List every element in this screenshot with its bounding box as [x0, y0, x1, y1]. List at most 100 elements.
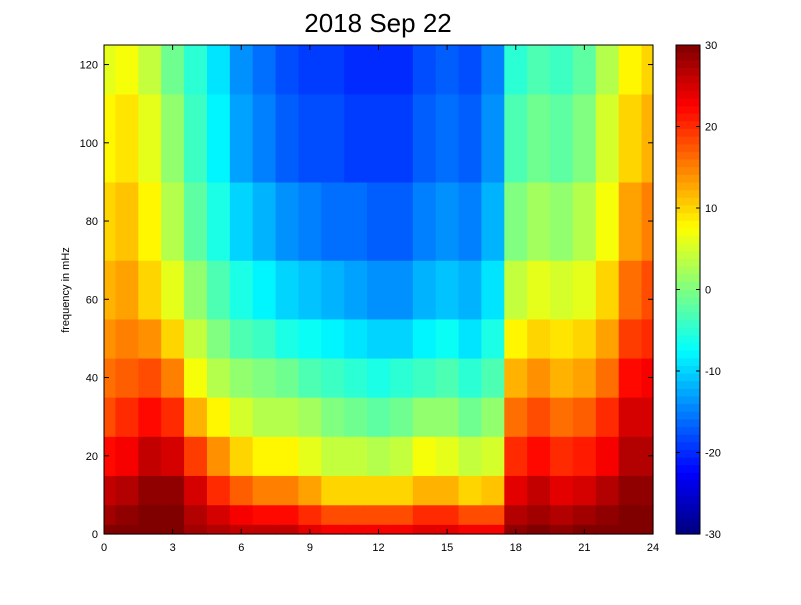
y-tick-label: 80 [86, 216, 98, 228]
heatmap-cell [595, 436, 620, 476]
heatmap-cell [595, 397, 620, 437]
colorbar-swatch [676, 495, 700, 505]
heatmap-cell [229, 436, 254, 476]
colorbar-swatch [676, 304, 700, 314]
colorbar-swatch [676, 220, 700, 229]
heatmap-cell [504, 397, 528, 437]
heatmap-cell [367, 260, 391, 320]
heatmap-cell [275, 504, 300, 525]
heatmap-cell [206, 436, 231, 476]
heatmap-cell [275, 45, 300, 95]
heatmap-cell [435, 260, 460, 320]
heatmap-cell [252, 45, 277, 95]
heatmap-cell [321, 436, 345, 476]
heatmap-cell [504, 45, 528, 95]
heatmap-cell [572, 504, 597, 525]
heatmap-cell [572, 436, 597, 476]
colorbar-tick-label: 0 [705, 285, 711, 297]
colorbar-swatch [676, 358, 700, 367]
heatmap-cell [184, 397, 208, 437]
heatmap-cell [641, 475, 654, 506]
heatmap-cell [344, 93, 368, 183]
heatmap-cell [550, 436, 574, 476]
heatmap-cell [229, 475, 254, 506]
x-tick-label: 18 [510, 542, 522, 554]
heatmap-cell [275, 436, 300, 476]
x-tick-label: 6 [238, 542, 244, 554]
heatmap-cell [104, 45, 117, 95]
heatmap-cell [527, 357, 551, 398]
heatmap-cell [550, 318, 574, 359]
colorbar-swatch [676, 427, 700, 436]
heatmap-cell [344, 318, 368, 359]
heatmap-cell [115, 436, 139, 476]
heatmap-cell [206, 318, 231, 359]
heatmap-cell [595, 504, 620, 525]
heatmap-cell [412, 436, 437, 476]
colorbar-swatch [676, 205, 700, 214]
heatmap-cell [595, 475, 620, 506]
heatmap-cell [481, 260, 505, 320]
colorbar-swatch [676, 60, 700, 69]
heatmap-cell [435, 357, 460, 398]
heatmap-cell [138, 93, 162, 183]
heatmap-cell [321, 475, 345, 506]
heatmap-cell [367, 397, 391, 437]
heatmap-cell [206, 93, 231, 183]
heatmap-cell [481, 45, 505, 95]
colorbar-swatch [676, 434, 700, 443]
heatmap-cell [458, 504, 483, 525]
heatmap-cell [595, 357, 620, 398]
heatmap-cell [389, 260, 414, 320]
x-tick-label: 9 [307, 542, 313, 554]
heatmap-cell [367, 93, 391, 183]
colorbar-swatch [676, 274, 700, 283]
heatmap-cell [104, 93, 117, 183]
heatmap-cell [641, 397, 654, 437]
colorbar-tick-label: 20 [705, 122, 717, 134]
heatmap-cell [389, 318, 414, 359]
heatmap-cell [321, 93, 345, 183]
heatmap-cell [184, 436, 208, 476]
heatmap-cell [184, 260, 208, 320]
heatmap-cell [595, 181, 620, 261]
colorbar-swatch [676, 388, 700, 398]
heatmap-cell [504, 93, 528, 183]
heatmap-cell [229, 45, 254, 95]
heatmap-cell [206, 504, 231, 525]
heatmap-cell [275, 93, 300, 183]
colorbar-swatch [676, 472, 700, 482]
heatmap-cell [104, 260, 117, 320]
heatmap-cell [389, 93, 414, 183]
heatmap-cell [138, 260, 162, 320]
heatmap-cell [550, 260, 574, 320]
colorbar-swatch [676, 365, 700, 375]
heatmap-cell [504, 475, 528, 506]
heatmap-cell [344, 357, 368, 398]
heatmap-cell [618, 504, 643, 525]
heatmap-cell [527, 45, 551, 95]
heatmap-cell [229, 260, 254, 320]
colorbar-swatch [676, 83, 700, 92]
heatmap-cell [412, 504, 437, 525]
heatmap-cell [115, 475, 139, 506]
heatmap-cell [321, 181, 345, 261]
heatmap-cell [458, 436, 483, 476]
heatmap-cell [458, 475, 483, 506]
heatmap-cell [618, 357, 643, 398]
colorbar-swatch [676, 396, 700, 405]
colorbar-swatch [676, 419, 700, 428]
heatmap-cell [618, 260, 643, 320]
heatmap-cell [161, 181, 185, 261]
heatmap-cell [481, 436, 505, 476]
heatmap-cell [138, 318, 162, 359]
heatmap-cell [504, 504, 528, 525]
heatmap-cell [161, 260, 185, 320]
heatmap-cell [481, 524, 505, 535]
heatmap-cell [504, 318, 528, 359]
heatmap-cell [481, 475, 505, 506]
colorbar-tick-label: -10 [705, 366, 721, 378]
heatmap-cell [298, 318, 322, 359]
heatmap-cell [527, 181, 551, 261]
heatmap-cell [504, 260, 528, 320]
